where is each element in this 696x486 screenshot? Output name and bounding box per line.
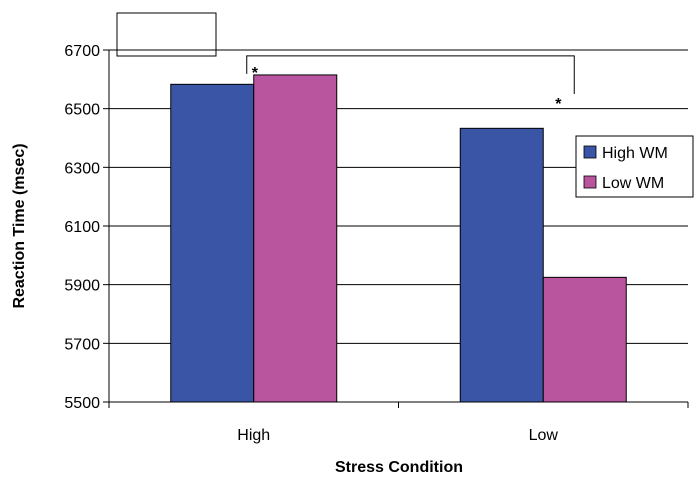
y-tick-label-5500: 5500 xyxy=(64,395,100,412)
blank-box xyxy=(116,12,217,57)
significance-star-1: * xyxy=(252,65,259,82)
y-tick-label-6500: 6500 xyxy=(64,102,100,119)
bar-high-high-wm xyxy=(170,83,255,403)
legend-label-high-wm: High WM xyxy=(602,145,668,162)
x-tick-label-low: Low xyxy=(529,427,559,444)
legend: High WM Low WM xyxy=(575,135,694,198)
significance-annotations: ** xyxy=(246,55,575,113)
y-tick-label-6300: 6300 xyxy=(64,160,100,177)
y-tick-label-6700: 6700 xyxy=(64,43,100,60)
bar-high-low-wm xyxy=(253,74,338,403)
bar-low-low-wm xyxy=(542,276,627,403)
x-axis-label: Stress Condition xyxy=(335,459,463,476)
significance-bracket xyxy=(246,55,575,94)
bars xyxy=(170,74,627,403)
legend-swatch-high-wm xyxy=(583,145,597,159)
y-tick-label-6100: 6100 xyxy=(64,219,100,236)
significance-star-2: * xyxy=(555,96,562,113)
x-tick-label-high: High xyxy=(237,427,270,444)
y-tick-label-5900: 5900 xyxy=(64,278,100,295)
y-tick-label-5700: 5700 xyxy=(64,336,100,353)
axes xyxy=(103,49,689,408)
y-axis-label: Reaction Time (msec) xyxy=(11,143,28,308)
legend-label-low-wm: Low WM xyxy=(602,175,664,192)
bar-low-high-wm xyxy=(459,127,544,403)
tick-labels: 5500 5700 5900 6100 6300 6500 6700 High Low xyxy=(64,43,558,444)
legend-swatch-low-wm xyxy=(583,175,597,189)
